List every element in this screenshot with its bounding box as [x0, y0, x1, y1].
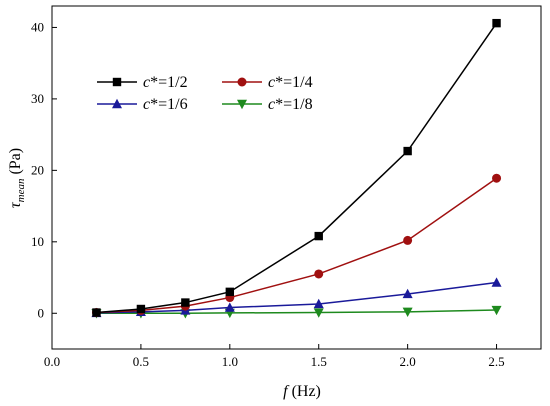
data-point-marker	[224, 302, 235, 312]
legend-label: c*=1/4	[268, 74, 313, 91]
legend-label: c*=1/8	[268, 96, 313, 113]
legend-label: c*=1/2	[143, 74, 188, 91]
y-axis-ticks: 0 10 20 30 40	[31, 19, 57, 320]
y-tick-label: 40	[31, 19, 44, 34]
data-point-marker	[92, 308, 101, 317]
data-point-marker	[181, 298, 190, 307]
data-point-marker	[314, 269, 324, 279]
y-axis-title: τmean (Pa)	[7, 148, 27, 208]
series-layer	[91, 18, 502, 319]
legend-entry: c*=1/8	[222, 96, 313, 113]
data-point-marker	[112, 98, 122, 109]
data-point-marker	[314, 231, 323, 241]
legend-entry: c*=1/4	[222, 74, 313, 91]
x-tick-label: 1.0	[222, 354, 238, 369]
x-tick-label: 1.5	[311, 354, 327, 369]
y-tick-label: 20	[31, 162, 44, 177]
y-tick-label: 10	[31, 234, 44, 249]
data-point-marker	[492, 173, 502, 183]
data-point-marker	[491, 305, 502, 316]
y-axis-subscript: mean	[15, 178, 27, 202]
y-axis-unit: (Pa)	[7, 148, 24, 179]
legend-entry: c*=1/6	[97, 96, 188, 113]
series-c*=1/2	[92, 18, 501, 317]
x-tick-label: 0.0	[44, 354, 60, 369]
y-tick-label: 0	[38, 305, 45, 320]
y-axis-symbol: τ	[7, 201, 24, 208]
y-tick-label: 30	[31, 91, 44, 106]
data-point-marker	[237, 99, 247, 110]
x-axis-title: f (Hz)	[283, 383, 321, 400]
legend: c*=1/2 c*=1/4 c*=1/6 c*=1/8	[97, 74, 313, 113]
data-point-marker	[112, 77, 122, 87]
data-point-marker	[313, 308, 324, 318]
x-tick-label: 0.5	[133, 354, 149, 369]
data-point-marker	[403, 146, 412, 156]
series-c*=1/4	[91, 173, 502, 318]
x-axis-unit: (Hz)	[288, 383, 321, 400]
series-line	[96, 22, 498, 314]
data-point-marker	[237, 77, 247, 87]
x-tick-label: 2.0	[400, 354, 416, 369]
x-axis-symbol: f	[283, 383, 290, 400]
legend-label: c*=1/6	[143, 96, 188, 113]
data-point-marker	[225, 287, 235, 297]
series-line	[96, 177, 497, 314]
plot-frame	[51, 5, 542, 350]
x-tick-label: 2.5	[488, 354, 504, 369]
data-point-marker	[491, 277, 502, 287]
data-point-marker	[313, 298, 324, 309]
x-axis-ticks: 0.0 0.5 1.0 1.5 2.0 2.5	[44, 344, 505, 369]
data-point-marker	[402, 288, 413, 299]
data-point-marker	[402, 307, 413, 318]
data-point-marker	[492, 18, 501, 28]
data-point-marker	[403, 235, 413, 245]
legend-entry: c*=1/2	[97, 74, 188, 91]
data-point-marker	[136, 304, 146, 314]
